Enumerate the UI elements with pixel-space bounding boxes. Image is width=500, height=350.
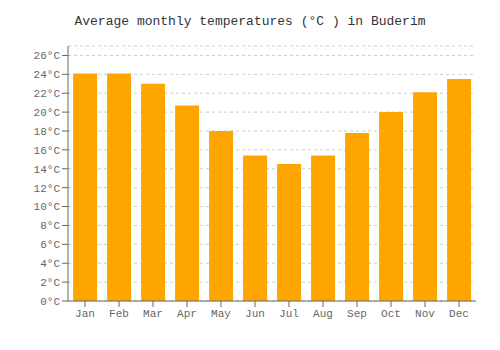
svg-text:May: May <box>211 308 231 320</box>
svg-text:16°C: 16°C <box>34 145 61 157</box>
svg-text:10°C: 10°C <box>34 201 61 213</box>
svg-text:22°C: 22°C <box>34 88 61 100</box>
svg-text:Jan: Jan <box>75 308 95 320</box>
svg-text:Sep: Sep <box>347 308 367 320</box>
svg-text:Feb: Feb <box>109 308 129 320</box>
svg-text:12°C: 12°C <box>34 183 61 195</box>
svg-text:6°C: 6°C <box>40 239 60 251</box>
svg-text:Jun: Jun <box>245 308 265 320</box>
svg-text:20°C: 20°C <box>34 107 61 119</box>
svg-text:Dec: Dec <box>449 308 469 320</box>
svg-text:14°C: 14°C <box>34 164 61 176</box>
svg-text:2°C: 2°C <box>40 277 60 289</box>
svg-text:Oct: Oct <box>381 308 401 320</box>
svg-text:Aug: Aug <box>313 308 333 320</box>
svg-text:Jul: Jul <box>279 308 299 320</box>
svg-text:8°C: 8°C <box>40 220 60 232</box>
svg-text:18°C: 18°C <box>34 126 61 138</box>
svg-text:4°C: 4°C <box>40 258 60 270</box>
svg-text:24°C: 24°C <box>34 69 61 81</box>
svg-text:26°C: 26°C <box>34 50 61 62</box>
svg-text:Nov: Nov <box>415 308 435 320</box>
svg-text:Apr: Apr <box>177 308 197 320</box>
svg-text:0°C: 0°C <box>40 296 60 308</box>
html-text:Average monthly temperatures (: Average monthly temperatures (°C ) in Bu… <box>74 14 426 29</box>
svg-text:Mar: Mar <box>143 308 163 320</box>
